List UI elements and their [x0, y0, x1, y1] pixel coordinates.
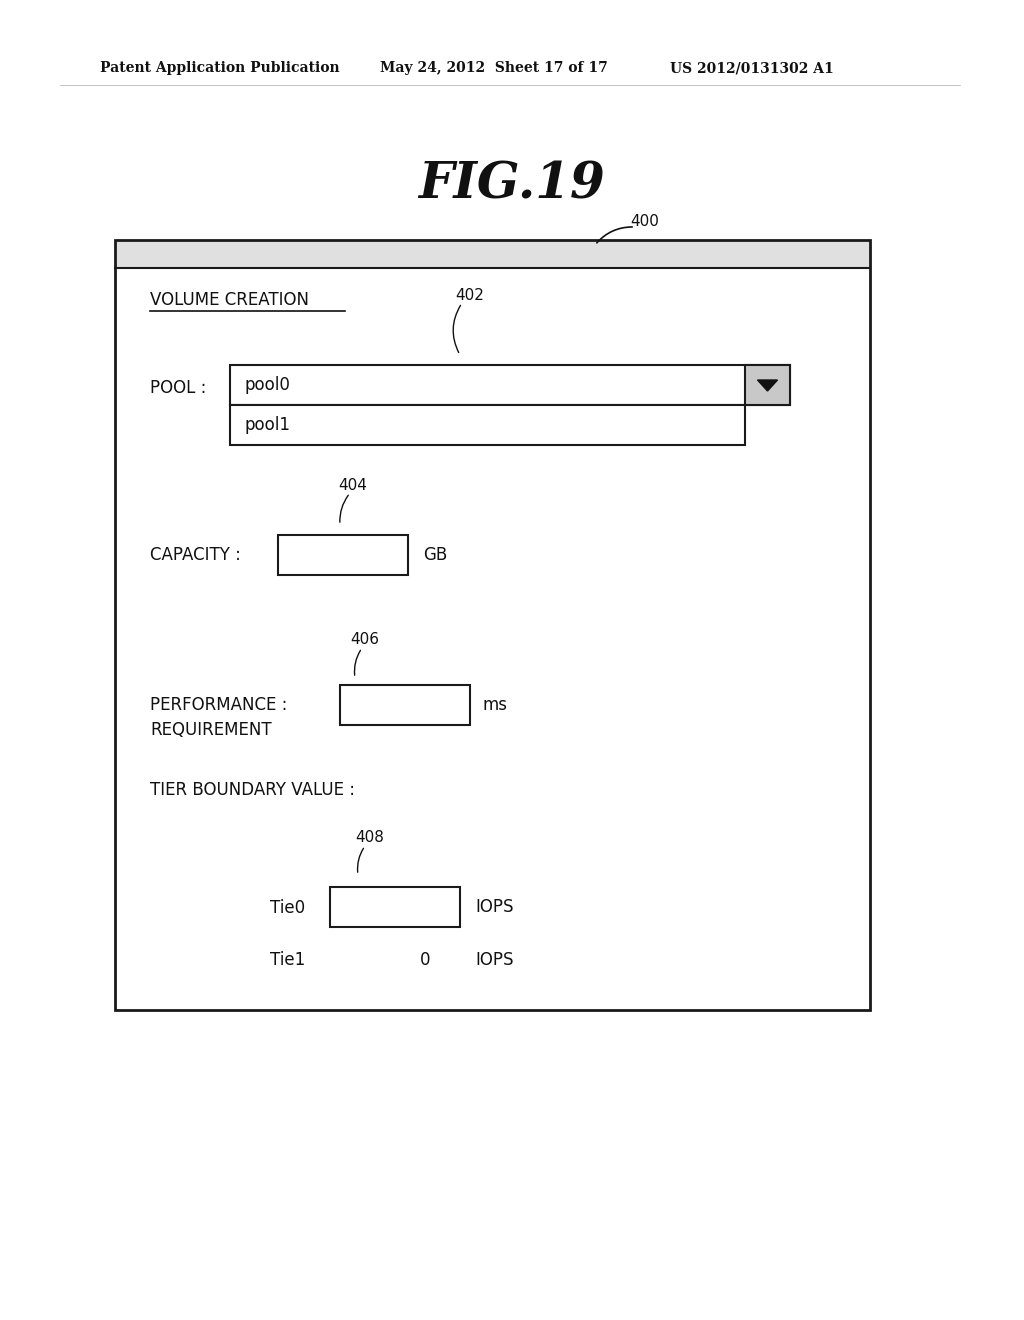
Bar — [230, 405, 745, 445]
Text: US 2012/0131302 A1: US 2012/0131302 A1 — [670, 61, 834, 75]
Text: ms: ms — [482, 696, 507, 714]
Text: Patent Application Publication: Patent Application Publication — [100, 61, 340, 75]
Text: pool1: pool1 — [244, 416, 290, 434]
Bar — [115, 240, 870, 1010]
Text: TIER BOUNDARY VALUE :: TIER BOUNDARY VALUE : — [150, 781, 355, 799]
Text: POOL :: POOL : — [150, 379, 207, 397]
Text: GB: GB — [423, 546, 447, 564]
Text: 402: 402 — [455, 288, 484, 302]
Text: 400: 400 — [630, 214, 658, 230]
Bar — [115, 240, 870, 268]
Text: Tie0: Tie0 — [270, 899, 305, 917]
Bar — [340, 685, 470, 725]
Text: IOPS: IOPS — [475, 950, 513, 969]
Text: 406: 406 — [350, 632, 379, 648]
Text: 404: 404 — [338, 478, 367, 492]
Bar — [230, 366, 790, 405]
Text: FIG.19: FIG.19 — [419, 161, 605, 210]
Text: REQUIREMENT: REQUIREMENT — [150, 721, 271, 739]
Text: 408: 408 — [355, 830, 384, 846]
Text: CAPACITY :: CAPACITY : — [150, 546, 241, 564]
Text: May 24, 2012  Sheet 17 of 17: May 24, 2012 Sheet 17 of 17 — [380, 61, 608, 75]
Polygon shape — [758, 380, 777, 391]
Bar — [278, 535, 408, 576]
Text: PERFORMANCE :: PERFORMANCE : — [150, 696, 288, 714]
Text: pool0: pool0 — [244, 376, 290, 393]
Text: Tie1: Tie1 — [270, 950, 305, 969]
Bar — [330, 887, 460, 927]
Text: VOLUME CREATION: VOLUME CREATION — [150, 290, 309, 309]
Text: IOPS: IOPS — [475, 898, 513, 916]
Text: 0: 0 — [420, 950, 430, 969]
Bar — [745, 366, 790, 405]
